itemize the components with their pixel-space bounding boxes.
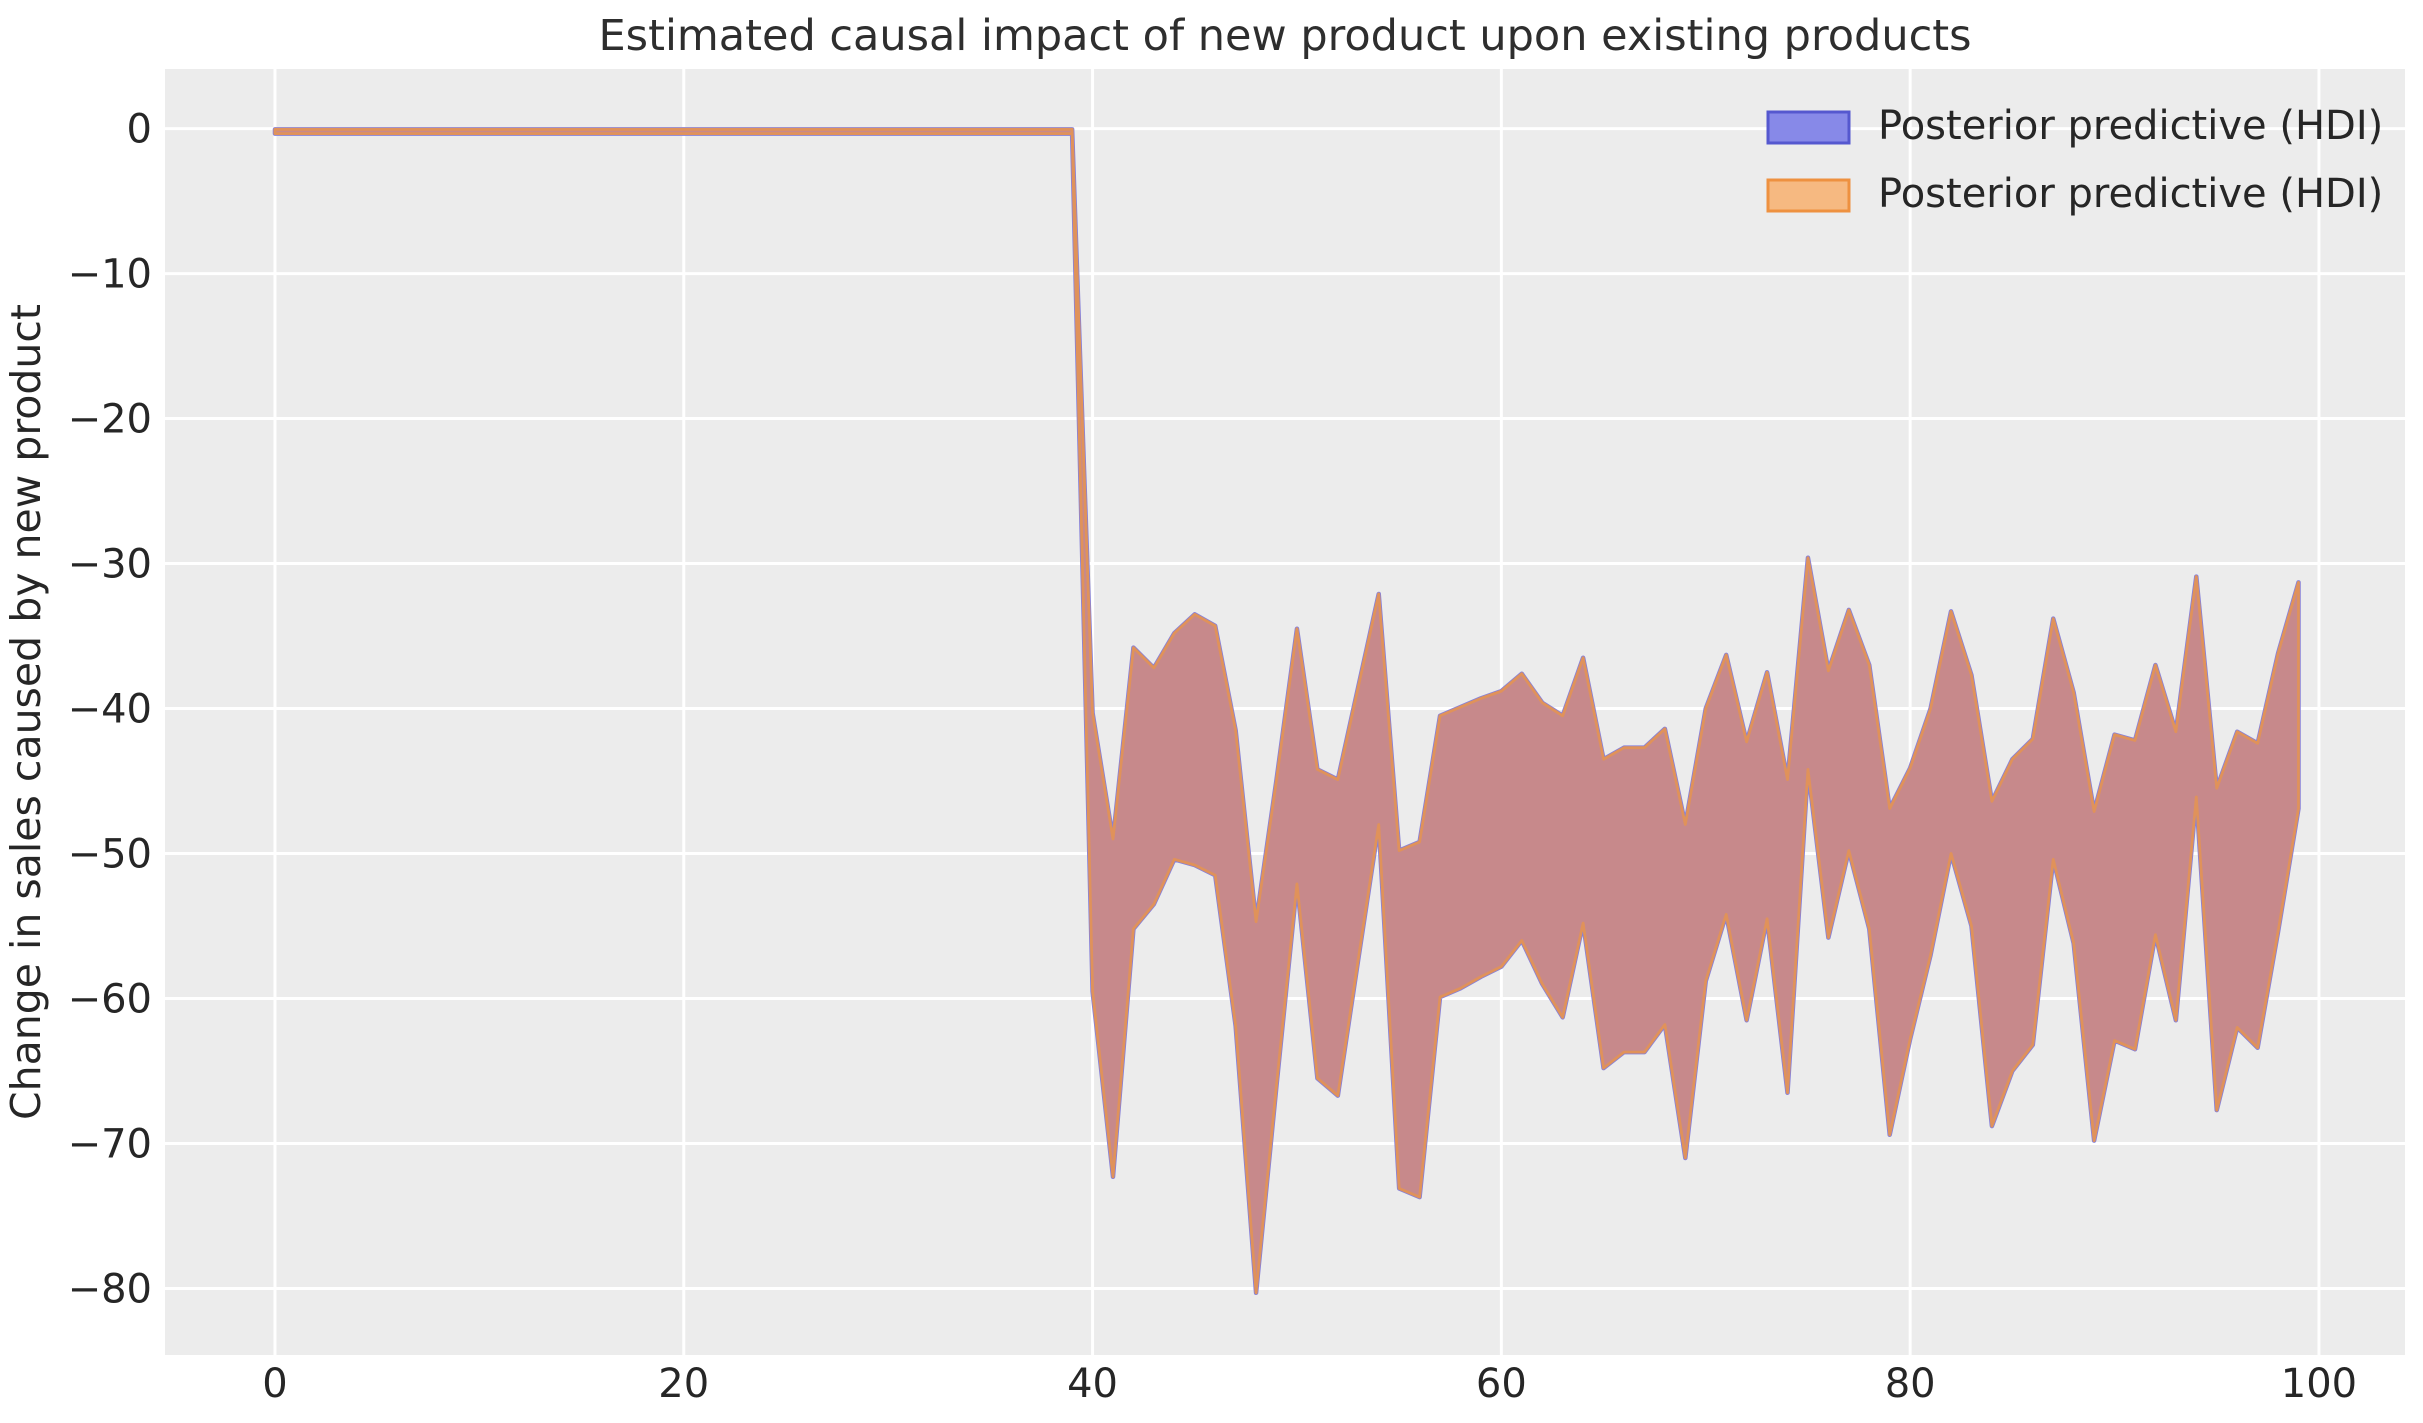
x-tick-label: 60 (1476, 1361, 1527, 1407)
legend-label-blue: Posterior predictive (HDI) (1878, 103, 2383, 149)
y-tick-label: −60 (68, 976, 152, 1022)
x-tick-label: 0 (262, 1361, 287, 1407)
x-tick-label: 40 (1067, 1361, 1118, 1407)
y-tick-label: −70 (68, 1121, 152, 1167)
y-tick-label: −10 (68, 252, 152, 298)
chart-title: Estimated causal impact of new product u… (599, 11, 1972, 61)
y-tick-labels: 0 −10 −20 −30 −40 −50 −60 −70 −80 (68, 107, 152, 1313)
x-tick-label: 100 (2281, 1361, 2357, 1407)
legend-swatch-blue (1766, 110, 1851, 145)
x-tick-labels: 0 20 40 60 80 100 (262, 1361, 2357, 1407)
legend-label-orange: Posterior predictive (HDI) (1878, 171, 2383, 217)
y-tick-label: −80 (68, 1266, 152, 1312)
y-tick-label: −40 (68, 687, 152, 733)
legend: Posterior predictive (HDI) Posterior pre… (1766, 103, 2383, 217)
y-axis-label: Change in sales caused by new product (2, 304, 50, 1120)
y-tick-label: 0 (127, 107, 152, 153)
hdi-band-orange-edge (273, 127, 2300, 1295)
x-tick-label: 80 (1885, 1361, 1936, 1407)
y-tick-label: −30 (68, 542, 152, 588)
x-tick-label: 20 (658, 1361, 709, 1407)
y-tick-label: −20 (68, 397, 152, 443)
legend-swatch-orange (1766, 178, 1851, 213)
y-tick-label: −50 (68, 832, 152, 878)
